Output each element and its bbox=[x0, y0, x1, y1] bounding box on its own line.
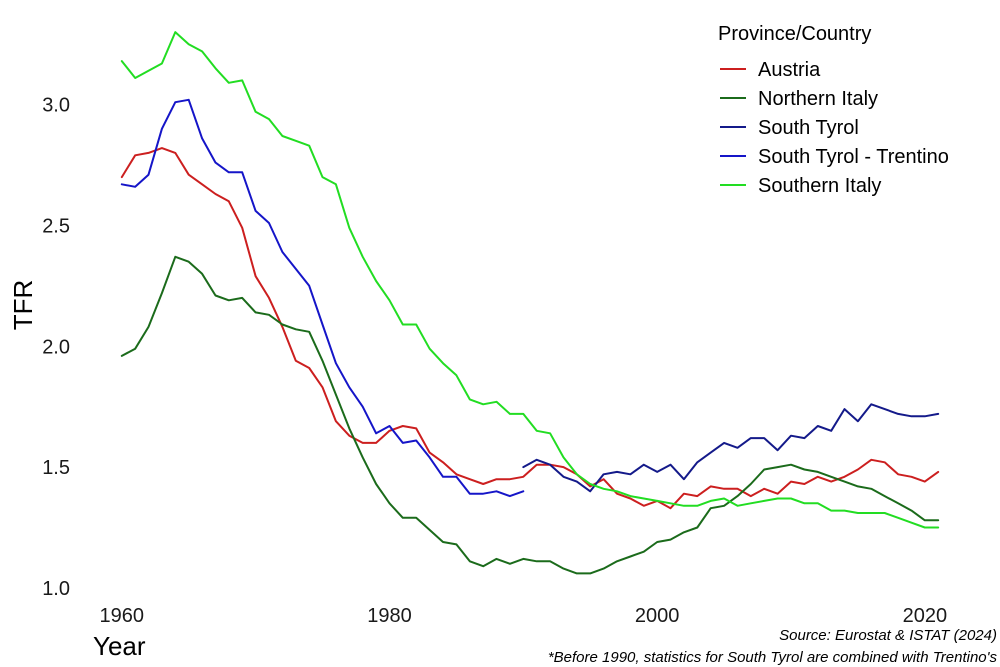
series-line-southern-italy bbox=[120, 31, 940, 529]
y-axis: 1.0 1.5 2.0 2.5 3.0 bbox=[42, 95, 70, 600]
x-tick-label: 2020 bbox=[903, 605, 948, 627]
x-axis: 1960 1980 2000 2020 bbox=[100, 605, 948, 627]
y-tick-label: 2.5 bbox=[42, 215, 70, 237]
footnote-caption: *Before 1990, statistics for South Tyrol… bbox=[548, 649, 998, 666]
legend-label-austria: Austria bbox=[758, 59, 821, 81]
y-tick-label: 2.0 bbox=[42, 336, 70, 358]
y-tick-label: 3.0 bbox=[42, 95, 70, 117]
y-tick-label: 1.0 bbox=[42, 578, 70, 600]
series-line-south-tyrol bbox=[522, 403, 940, 493]
source-caption: Source: Eurostat & ISTAT (2024) bbox=[779, 627, 997, 644]
series-line-austria bbox=[120, 147, 940, 510]
y-tick-label: 1.5 bbox=[42, 457, 70, 479]
x-tick-label: 1980 bbox=[367, 605, 412, 627]
x-tick-label: 1960 bbox=[100, 605, 145, 627]
legend: Province/Country Austria Northern Italy So… bbox=[718, 23, 949, 197]
x-axis-title: Year bbox=[93, 631, 146, 661]
plot-area bbox=[120, 31, 940, 575]
series-line-south-tyrol-trentino bbox=[120, 98, 525, 498]
y-axis-title: TFR bbox=[8, 280, 38, 331]
legend-title: Province/Country bbox=[718, 23, 871, 45]
legend-label-northern-italy: Northern Italy bbox=[758, 88, 878, 110]
x-tick-label: 2000 bbox=[635, 605, 680, 627]
series-line-northern-italy bbox=[120, 255, 940, 575]
legend-label-south-tyrol-trentino: South Tyrol - Trentino bbox=[758, 146, 949, 168]
legend-label-south-tyrol: South Tyrol bbox=[758, 117, 859, 139]
legend-label-southern-italy: Southern Italy bbox=[758, 175, 881, 197]
